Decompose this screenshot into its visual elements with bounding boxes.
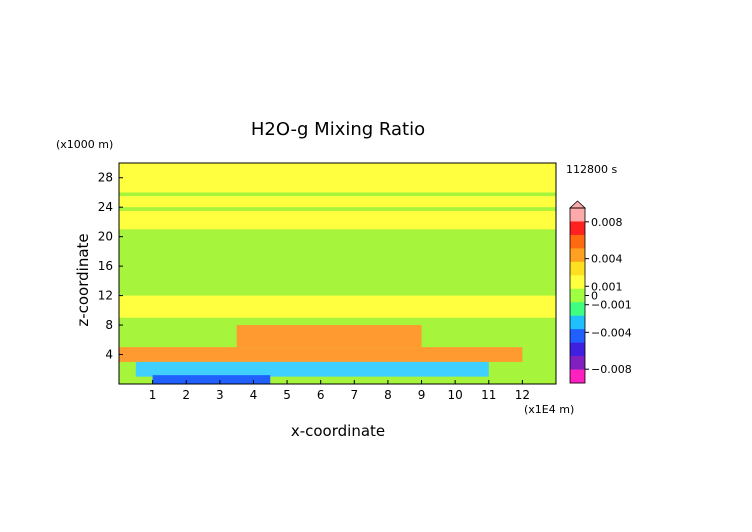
colorbar-segment: [570, 315, 585, 330]
y-unit-label: (x1000 m): [56, 138, 113, 151]
colorbar-label: 0.001: [591, 280, 623, 293]
colorbar-segment: [570, 369, 585, 384]
y-tick-label: 4: [105, 348, 113, 362]
colorbar-segment: [570, 302, 585, 317]
colorbar-segment: [570, 221, 585, 236]
y-tick-label: 24: [98, 200, 113, 214]
x-tick-label: 10: [448, 388, 463, 402]
colorbar-segment: [570, 356, 585, 371]
x-tick-label: 12: [515, 388, 530, 402]
chart-title: H2O-g Mixing Ratio: [251, 119, 425, 140]
colorbar-label: 0.004: [591, 253, 623, 266]
colorbar-segment: [570, 275, 585, 290]
x-tick-label: 6: [317, 388, 325, 402]
y-tick-label: 16: [98, 259, 113, 273]
heatmap-band-2: [119, 196, 556, 208]
x-unit-label: (x1E4 m): [524, 403, 574, 416]
colorbar-label: 0.008: [591, 216, 623, 229]
heatmap-plot-area: [119, 163, 556, 384]
time-label: 112800 s: [566, 163, 617, 176]
heatmap-band-1: [119, 163, 556, 193]
x-tick-label: 4: [250, 388, 258, 402]
x-tick-label: 1: [149, 388, 157, 402]
colorbar-label: 0: [591, 290, 598, 303]
y-tick-label: 20: [98, 230, 113, 244]
heatmap-band-6: [119, 347, 523, 362]
y-tick-label: 12: [98, 289, 113, 303]
colorbar-segment: [570, 234, 585, 249]
colorbar-label: −0.004: [591, 326, 632, 339]
plot-frame: [118, 162, 557, 385]
colorbar-arrow: [568, 200, 587, 209]
colorbar-segment: [570, 208, 585, 222]
heatmap-band-5: [236, 325, 422, 348]
y-axis-title: z-coordinate: [74, 233, 92, 326]
heatmap-band-3: [119, 210, 556, 230]
x-tick-label: 8: [384, 388, 392, 402]
heatmap-band-8: [152, 375, 271, 384]
y-tick-label: 8: [105, 318, 113, 332]
colorbar-segment: [570, 248, 585, 263]
x-tick-label: 3: [216, 388, 224, 402]
heatmap-band-4: [119, 295, 556, 318]
colorbar-segment: [570, 342, 585, 357]
colorbar-segment: [570, 329, 585, 344]
y-axis: 4 8 12 16 20 24 28: [98, 171, 123, 362]
x-axis: 1 2 3 4 5 6 7 8 9 10 11 12: [149, 380, 530, 402]
x-tick-label: 9: [418, 388, 426, 402]
x-tick-label: 11: [481, 388, 496, 402]
y-tick-label: 28: [98, 171, 113, 185]
x-tick-label: 7: [350, 388, 358, 402]
heatmap-band-7: [135, 361, 489, 377]
colorbar-segment: [570, 261, 585, 276]
colorbar-label: −0.001: [591, 299, 632, 312]
colorbar-segment: [570, 288, 585, 303]
x-axis-title: x-coordinate: [291, 422, 385, 440]
x-tick-label: 2: [182, 388, 190, 402]
colorbar-label: −0.008: [591, 363, 632, 376]
x-tick-label: 5: [283, 388, 291, 402]
